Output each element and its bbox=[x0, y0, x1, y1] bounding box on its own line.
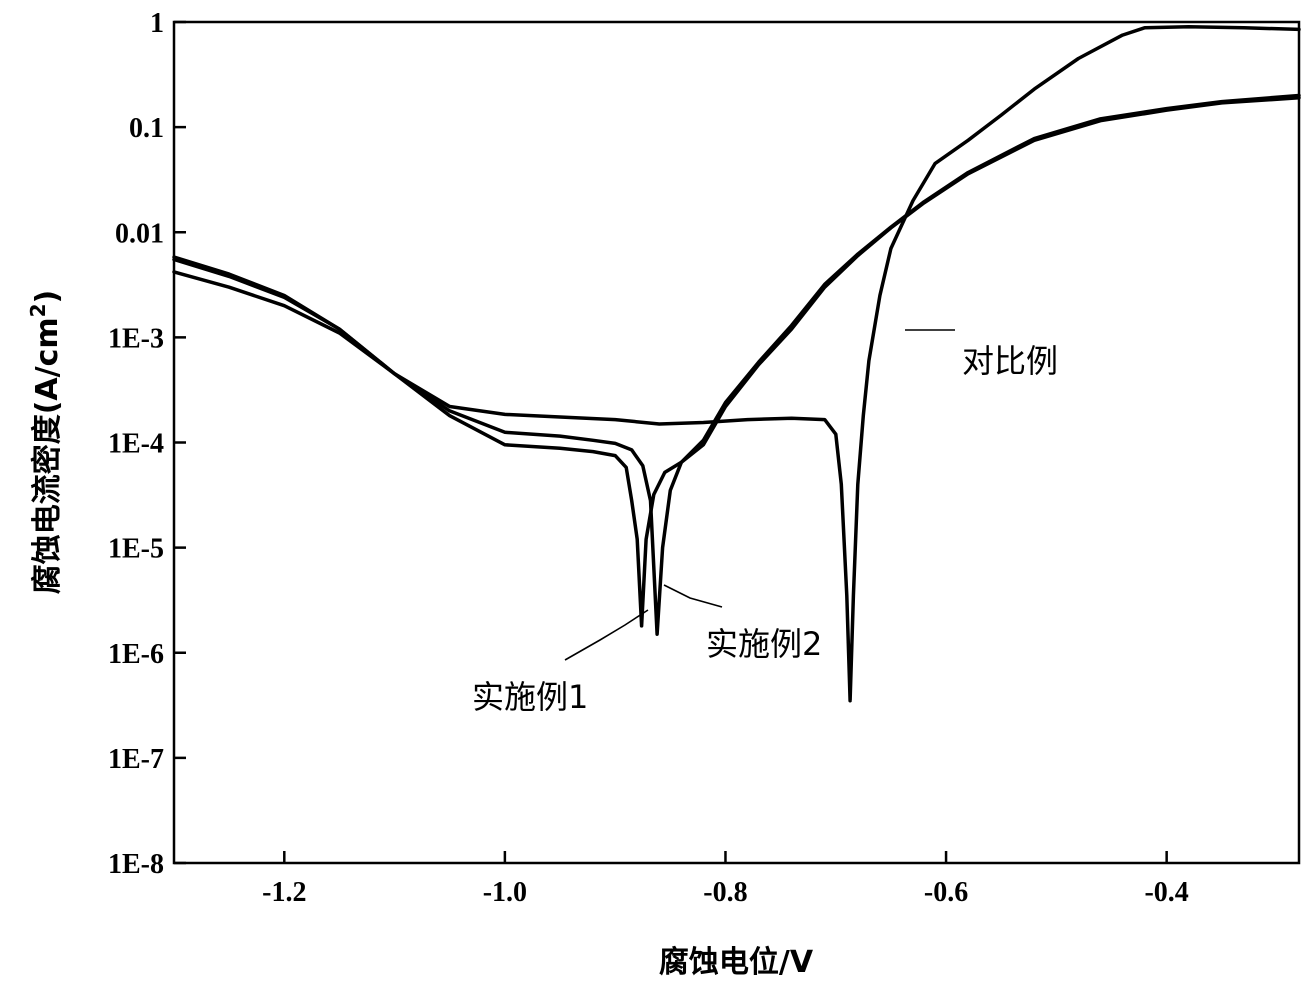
y-tick-label: 1E-4 bbox=[108, 429, 164, 460]
x-tick-label: -1.0 bbox=[483, 877, 527, 908]
annotation-layer: 对比例 实施例1 实施例2 bbox=[472, 329, 1058, 716]
series-line-3 bbox=[172, 25, 1301, 703]
y-tick-label: 1E-6 bbox=[108, 639, 164, 670]
y-tick-label: 0.1 bbox=[129, 113, 164, 144]
y-tick-label: 1E-5 bbox=[108, 534, 164, 565]
x-tick-label: -0.8 bbox=[703, 877, 747, 908]
annotation-shishili-1: 实施例1 bbox=[472, 678, 588, 716]
leader-line-shishili-1 bbox=[564, 609, 649, 661]
x-axis-ticks: -1.2 -1.0 -0.8 -0.6 -0.4 bbox=[262, 851, 1189, 908]
leader-line-shishili-2 bbox=[663, 584, 723, 608]
series-line-1 bbox=[172, 96, 1301, 628]
plot-frame bbox=[172, 20, 1301, 865]
x-tick-label: -1.2 bbox=[262, 877, 306, 908]
x-tick-label: -0.6 bbox=[924, 877, 968, 908]
x-axis-title: 腐蚀电位/V bbox=[659, 945, 814, 980]
y-tick-label: 1E-3 bbox=[108, 323, 164, 354]
y-axis-title-close: ) bbox=[30, 290, 65, 304]
annotation-duibili: 对比例 bbox=[962, 342, 1058, 380]
y-axis-title-main: 腐蚀电流密度(A/cm bbox=[30, 317, 65, 594]
y-axis-title: 腐蚀电流密度(A/cm2) bbox=[26, 290, 65, 595]
y-tick-label: 1 bbox=[150, 8, 164, 39]
x-tick-label: -0.4 bbox=[1144, 877, 1188, 908]
y-tick-label: 1E-7 bbox=[108, 744, 164, 775]
annotation-shishili-2: 实施例2 bbox=[706, 625, 822, 663]
y-tick-label: 0.01 bbox=[115, 218, 164, 249]
y-axis-title-sup: 2 bbox=[26, 303, 50, 317]
series-layer bbox=[172, 25, 1301, 703]
series-line-2 bbox=[172, 93, 1301, 636]
y-tick-label: 1E-8 bbox=[108, 849, 164, 880]
y-axis-ticks: 1E-8 1E-7 1E-6 1E-5 1E-4 1E-3 0.01 0.1 1 bbox=[108, 8, 186, 880]
